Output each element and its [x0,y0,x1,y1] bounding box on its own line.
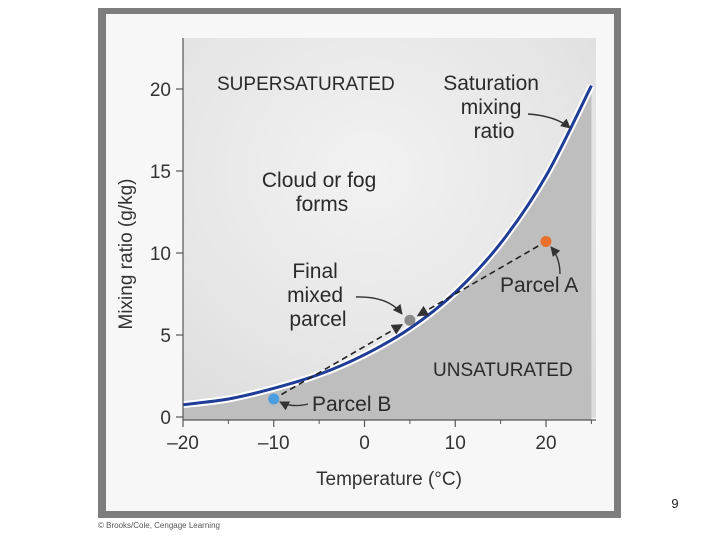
parcel-a-arrow [550,246,561,275]
y-tick-label: 20 [150,80,171,101]
y-tick-label: 5 [160,326,171,347]
parcel-b-arrow [279,401,309,411]
parcel-a-label: Parcel A [500,274,578,297]
y-tick-label: 10 [150,244,171,265]
y-ticks: 0 5 10 15 20 [150,80,183,429]
mixing-line-a [416,245,539,317]
cloud-label: Cloud or fog forms [262,169,382,216]
y-axis-title: Mixing ratio (g/kg) [116,179,137,330]
parcel-b-point [268,393,280,405]
unsaturated-region [183,85,592,420]
mixing-line-b [281,324,404,396]
x-tick-label: 0 [359,433,370,454]
supersaturated-label: SUPERSATURATED [217,74,395,95]
slide-number: 9 [671,496,679,511]
credit-line: © Brooks/Cole, Cengage Learning [98,521,220,530]
x-tick-label: 10 [445,433,466,454]
mixed-parcel-arrow [355,296,403,315]
y-tick-label: 15 [150,162,171,183]
parcel-points [268,236,552,405]
x-ticks: –20 –10 0 10 20 [167,420,592,454]
parcel-a-point [540,236,552,248]
unsaturated-label: UNSATURATED [433,360,573,381]
final-mixed-parcel-point [404,314,416,326]
x-tick-label: 20 [535,433,556,454]
curve-label-arrow [527,113,571,129]
curve-label: Saturation mixing ratio [443,72,545,143]
mixed-parcel-label: Final mixed parcel [287,260,349,331]
parcel-b-label: Parcel B [312,393,391,416]
y-tick-label: 0 [160,408,171,429]
x-tick-label: –20 [167,433,199,454]
x-axis-title: Temperature (°C) [316,469,462,490]
x-tick-label: –10 [258,433,290,454]
saturation-curve [182,85,593,407]
